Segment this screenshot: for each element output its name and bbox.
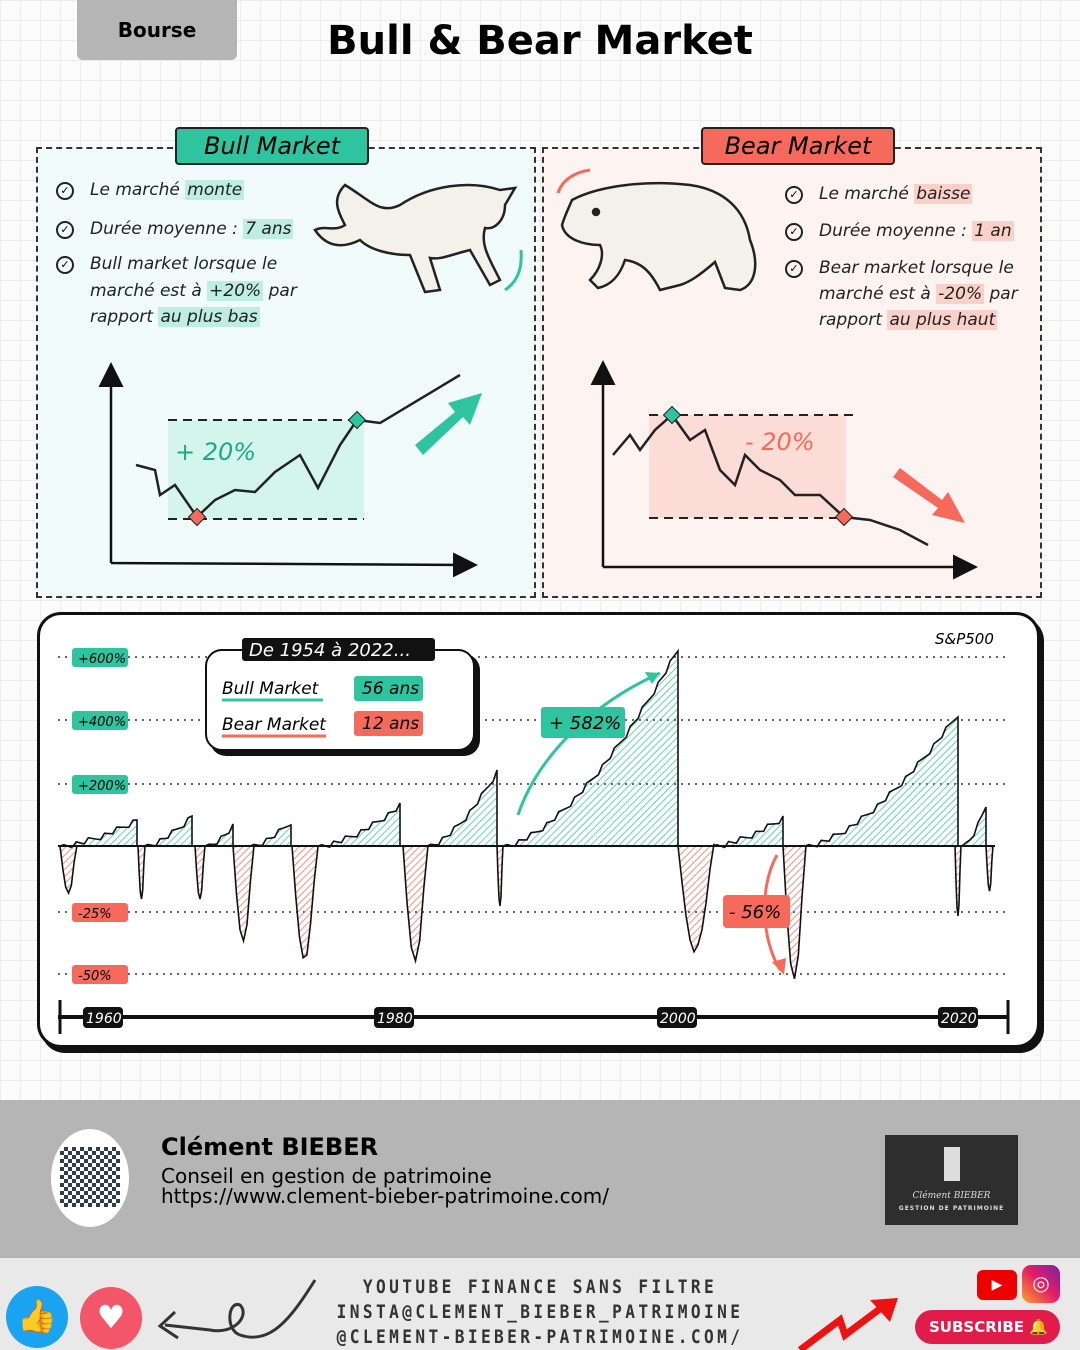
bear-text-line: Durée moyenne : 1 an (819, 221, 1014, 241)
bull-text-line: rapport au plus bas (90, 307, 260, 327)
curve-arrow-icon (556, 168, 591, 194)
bear-text-line: rapport au plus haut (819, 310, 998, 330)
y-tick-label: -25% (78, 907, 112, 922)
bear-market-area (59, 845, 78, 896)
bull-market-area (804, 715, 959, 848)
legend-bull-value: 56 ans (362, 679, 419, 699)
bear-label: Bear Market (701, 127, 895, 165)
heart-icon[interactable]: ♥ (80, 1287, 142, 1349)
sp500-chart-plot: +600% +400% +200% -25% -50% S&P500 De 1954 à… (58, 630, 1010, 1034)
company-logo: Clément BIEBER GESTION DE PATRIMOINE (885, 1135, 1018, 1225)
author-url[interactable]: https://www.clement-bieber-patrimoine.co… (161, 1184, 610, 1208)
bull-market-area (426, 769, 498, 847)
x-tick-label: 1980 (377, 1011, 413, 1027)
bull-text-line: Durée moyenne : 7 ans (90, 219, 294, 239)
index-label: S&P500 (935, 630, 994, 648)
bear-text-line: Le marché baisse (819, 184, 973, 204)
bear-max-annotation: - 56% (729, 902, 781, 923)
like-icon[interactable]: 👍 (6, 1286, 68, 1348)
bull-market-area (143, 814, 193, 847)
youtube-icon[interactable]: ▶ (977, 1270, 1017, 1300)
bull-illustration (313, 183, 518, 294)
bear-market-area (677, 843, 715, 954)
bear-market-area (232, 845, 255, 945)
legend-bull: Bull Market (222, 679, 320, 699)
qr-code[interactable] (51, 1129, 129, 1227)
check-icon: ✓ (785, 223, 803, 241)
bear-market-area (402, 845, 429, 965)
curve-arrow-icon (504, 249, 523, 292)
footer-insta: INSTA@CLEMENT_BIEBER_PATRIMOINE (336, 1301, 744, 1323)
bull-max-annotation: + 582% (549, 713, 621, 734)
instagram-icon[interactable]: ◎ (1022, 1265, 1060, 1303)
page-title: Bull & Bear Market (327, 18, 753, 64)
bear-market-area (137, 845, 146, 900)
building-icon (943, 1147, 960, 1181)
x-tick-label: 2000 (660, 1011, 696, 1027)
up-arrow-icon (415, 393, 482, 455)
bull-label: Bull Market (175, 127, 369, 165)
bull-market-area (959, 806, 987, 847)
bear-illustration (560, 181, 757, 292)
bull-market-area (59, 819, 138, 849)
x-tick-label: 2020 (941, 1011, 977, 1027)
bull-text-line: marché est à +20% par (90, 281, 297, 301)
bull-text-line: Le marché monte (90, 180, 245, 200)
bull-change-label: + 20% (175, 438, 256, 466)
bear-text-line: Bear market lorsque le (819, 258, 1014, 278)
y-tick-label: -50% (78, 969, 112, 984)
bear-change-label: - 20% (745, 428, 815, 456)
y-tick-label: +600% (78, 652, 126, 667)
footer-youtube: YOUTUBE FINANCE SANS FILTRE (362, 1276, 718, 1298)
check-icon: ✓ (56, 182, 74, 200)
bull-market-area (502, 648, 679, 848)
check-icon: ✓ (785, 260, 803, 278)
bull-text-line: Bull market lorsque le (90, 254, 278, 274)
period-label: De 1954 à 2022... (249, 640, 411, 661)
check-icon: ✓ (56, 256, 74, 274)
check-icon: ✓ (56, 221, 74, 239)
bull-market-area (204, 823, 234, 847)
bear-market-area (291, 845, 319, 960)
y-tick-label: +200% (78, 779, 126, 794)
category-tag: Bourse (77, 0, 237, 60)
bear-market-area (194, 845, 206, 900)
bear-text-line: marché est à -20% par (819, 284, 1018, 304)
x-tick-label: 1960 (86, 1011, 122, 1027)
panel-illustrations: + 20% - 20% (98, 168, 978, 610)
check-icon: ✓ (785, 186, 803, 204)
legend-bear: Bear Market (222, 715, 327, 735)
subscribe-button[interactable]: SUBSCRIBE 🔔 (915, 1310, 1060, 1344)
bull-market-area (249, 823, 292, 847)
author-name: Clément BIEBER (161, 1133, 379, 1161)
author-role: Conseil en gestion de patrimoine (161, 1164, 492, 1188)
bull-market-area (712, 815, 784, 849)
bear-market-area (954, 845, 962, 917)
y-tick-label: +400% (78, 715, 126, 730)
down-arrow-icon (893, 468, 965, 523)
bell-icon: 🔔 (1029, 1318, 1048, 1336)
bear-market-area (985, 845, 994, 892)
footer-web: @CLEMENT-BIEBER-PATRIMOINE.COM/ (336, 1326, 744, 1348)
bear-market-area (496, 845, 504, 907)
bull-market-area (317, 802, 401, 849)
legend-bear-value: 12 ans (362, 714, 419, 734)
